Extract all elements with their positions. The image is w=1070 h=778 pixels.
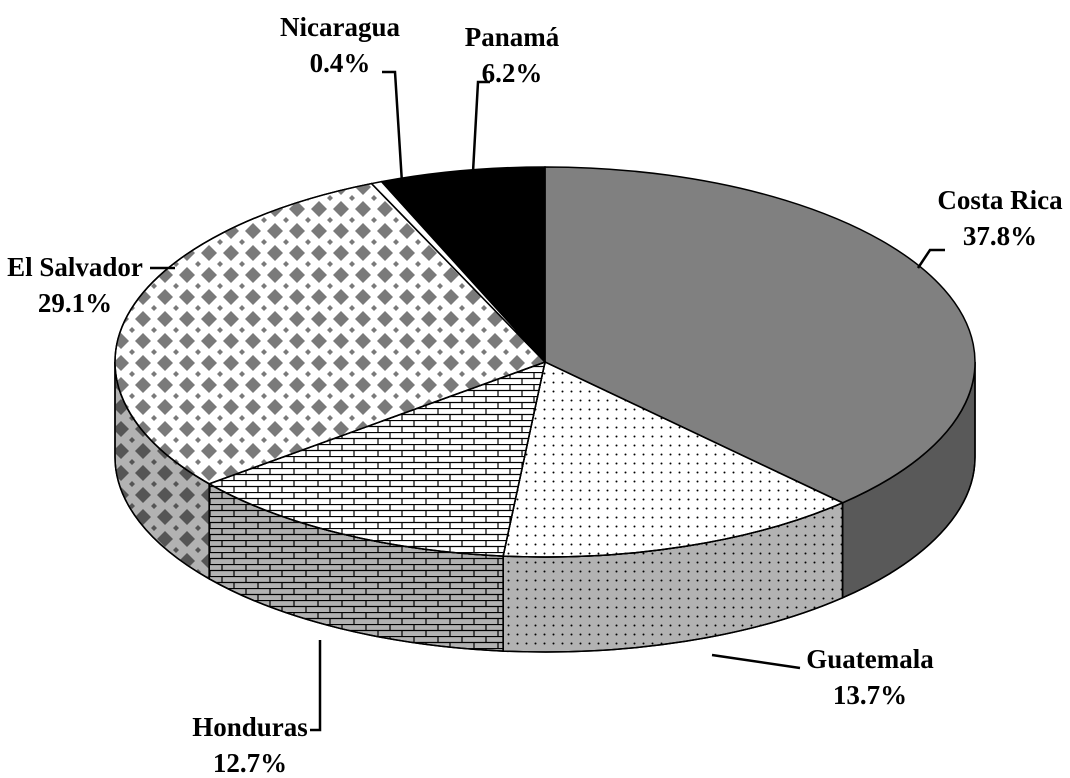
- leader-line: [471, 80, 490, 173]
- slice-value-label: 6.2%: [482, 58, 543, 88]
- slice-label: Honduras: [192, 712, 308, 742]
- slice: [380, 166, 546, 364]
- leader-line: [916, 248, 945, 269]
- leader-line: [711, 653, 801, 670]
- slice-side-texture: [503, 502, 843, 652]
- slice-value-label: 37.8%: [963, 221, 1037, 251]
- slice-side-texture: [115, 362, 210, 579]
- leader-line: [310, 640, 322, 732]
- slice-label: Nicaragua: [280, 12, 400, 42]
- slice-value-label: 0.4%: [310, 48, 371, 78]
- slice-value-label: 13.7%: [833, 680, 907, 710]
- slice-label: Guatemala: [806, 644, 934, 674]
- slice-texture: [114, 182, 547, 485]
- slice-label: El Salvador: [7, 252, 143, 282]
- slice-label: Costa Rica: [937, 185, 1063, 215]
- slice-value-label: 29.1%: [38, 288, 112, 318]
- slice-label: Panamá: [465, 22, 560, 52]
- leader-line: [382, 70, 404, 184]
- slice-texture: [207, 360, 547, 557]
- slice-side-texture: [209, 483, 504, 652]
- slice-texture: [502, 360, 845, 558]
- slice: [544, 166, 976, 504]
- slice-value-label: 12.7%: [213, 748, 287, 778]
